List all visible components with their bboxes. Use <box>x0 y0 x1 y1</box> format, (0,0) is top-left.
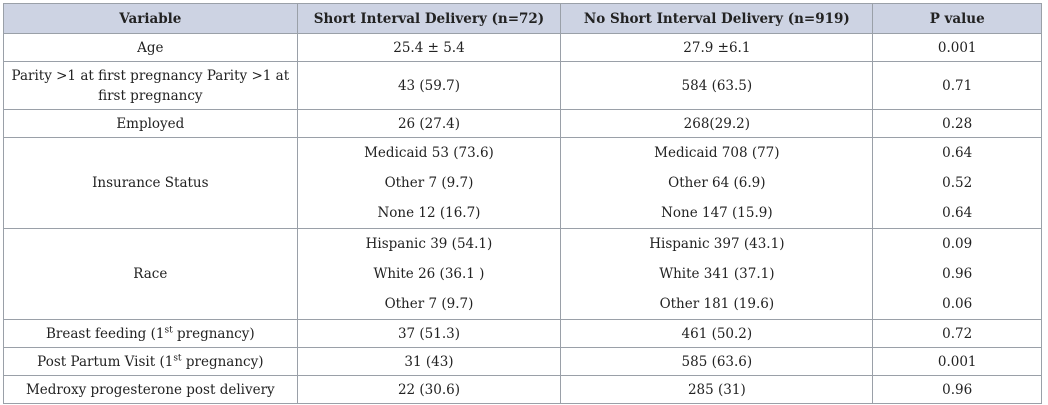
table-row: Insurance Status Medicaid 53 (73.6) Othe… <box>3 137 1042 229</box>
p-value: 0.72 <box>872 319 1042 348</box>
short-interval-value: 31 (43) <box>296 347 562 376</box>
p-value: 0.001 <box>872 347 1042 376</box>
sub-value: 0.64 <box>942 145 973 161</box>
p-value: 0.96 <box>872 375 1042 404</box>
table-row: Post Partum Visit (1st pregnancy) 31 (43… <box>3 347 1042 376</box>
table-container: Variable Short Interval Delivery (n=72) … <box>3 3 1042 404</box>
row-label: Breast feeding (1st pregnancy) <box>3 319 298 348</box>
no-short-interval-value: 585 (63.6) <box>560 347 874 376</box>
sub-value: None 12 (16.7) <box>377 205 481 221</box>
label-text: Post Partum Visit (1 <box>37 353 174 370</box>
label-superscript: st <box>164 325 173 335</box>
sub-value: 0.96 <box>942 266 973 282</box>
sub-value: Other 181 (19.6) <box>659 296 775 312</box>
table-row: Breast feeding (1st pregnancy) 37 (51.3)… <box>3 319 1042 348</box>
row-label: Parity >1 at first pregnancy Parity >1 a… <box>3 61 298 110</box>
no-short-interval-value: 27.9 ±6.1 <box>560 33 874 62</box>
short-interval-value: 22 (30.6) <box>296 375 562 404</box>
label-text: Breast feeding (1 <box>45 325 165 342</box>
table-row: Medroxy progesterone post delivery 22 (3… <box>3 375 1042 404</box>
short-interval-value: 26 (27.4) <box>296 109 562 138</box>
short-interval-value: 25.4 ± 5.4 <box>296 33 562 62</box>
row-label: Race <box>3 228 298 320</box>
no-short-interval-value: 285 (31) <box>560 375 874 404</box>
no-short-interval-value: Hispanic 397 (43.1) White 341 (37.1) Oth… <box>560 228 874 320</box>
short-interval-value: 43 (59.7) <box>296 61 562 110</box>
sub-value: None 147 (15.9) <box>661 205 773 221</box>
table-row: Race Hispanic 39 (54.1) White 26 (36.1 )… <box>3 228 1042 320</box>
p-value: 0.09 0.96 0.06 <box>872 228 1042 320</box>
sub-value: White 341 (37.1) <box>659 266 775 282</box>
row-label: Medroxy progesterone post delivery <box>3 375 298 404</box>
table-row: Age 25.4 ± 5.4 27.9 ±6.1 0.001 <box>3 33 1042 62</box>
sub-value: 0.09 <box>942 236 973 252</box>
table-row: Employed 26 (27.4) 268(29.2) 0.28 <box>3 109 1042 138</box>
p-value: 0.28 <box>872 109 1042 138</box>
p-value: 0.001 <box>872 33 1042 62</box>
sub-value: Other 7 (9.7) <box>384 296 474 312</box>
header-no-short-interval: No Short Interval Delivery (n=919) <box>560 3 874 34</box>
sub-value: Medicaid 708 (77) <box>654 145 780 161</box>
p-value: 0.71 <box>872 61 1042 110</box>
label-superscript: st <box>173 353 182 363</box>
label-text: pregnancy) <box>172 325 255 342</box>
no-short-interval-value: 268(29.2) <box>560 109 874 138</box>
sub-value: 0.64 <box>942 205 973 221</box>
row-label: Age <box>3 33 298 62</box>
no-short-interval-value: 584 (63.5) <box>560 61 874 110</box>
sub-value: Hispanic 397 (43.1) <box>649 236 785 252</box>
no-short-interval-value: 461 (50.2) <box>560 319 874 348</box>
header-row: Variable Short Interval Delivery (n=72) … <box>3 3 1042 34</box>
short-interval-value: Medicaid 53 (73.6) Other 7 (9.7) None 12… <box>296 137 562 229</box>
header-short-interval: Short Interval Delivery (n=72) <box>296 3 562 34</box>
sub-value: Medicaid 53 (73.6) <box>364 145 494 161</box>
short-interval-value: 37 (51.3) <box>296 319 562 348</box>
header-p-value: P value <box>872 3 1042 34</box>
no-short-interval-value: Medicaid 708 (77) Other 64 (6.9) None 14… <box>560 137 874 229</box>
sub-value: 0.06 <box>942 296 973 312</box>
sub-value: Other 64 (6.9) <box>668 175 766 191</box>
label-text: pregnancy) <box>181 353 264 370</box>
sub-value: Other 7 (9.7) <box>384 175 474 191</box>
sub-value: 0.52 <box>942 175 973 191</box>
header-variable: Variable <box>3 3 298 34</box>
short-interval-value: Hispanic 39 (54.1) White 26 (36.1 ) Othe… <box>296 228 562 320</box>
row-label: Insurance Status <box>3 137 298 229</box>
sub-value: Hispanic 39 (54.1) <box>365 236 493 252</box>
data-table: Variable Short Interval Delivery (n=72) … <box>3 3 1042 404</box>
row-label: Employed <box>3 109 298 138</box>
p-value: 0.64 0.52 0.64 <box>872 137 1042 229</box>
row-label: Post Partum Visit (1st pregnancy) <box>3 347 298 376</box>
table-row: Parity >1 at first pregnancy Parity >1 a… <box>3 61 1042 110</box>
sub-value: White 26 (36.1 ) <box>373 266 485 282</box>
